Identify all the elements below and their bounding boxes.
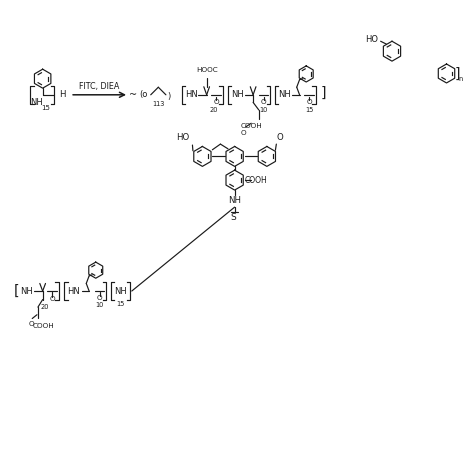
Text: HO: HO	[176, 133, 189, 142]
Text: COOH: COOH	[241, 123, 263, 129]
Text: COOH: COOH	[33, 323, 55, 329]
Text: O: O	[213, 99, 219, 105]
Text: [: [	[13, 284, 19, 298]
Text: 10: 10	[95, 302, 104, 308]
Text: H: H	[59, 91, 66, 99]
Text: 10: 10	[259, 107, 268, 113]
Text: NH: NH	[231, 91, 243, 99]
Text: O: O	[306, 99, 312, 105]
Text: HOOC: HOOC	[196, 67, 218, 73]
Text: O: O	[261, 99, 266, 105]
Text: ]: ]	[320, 86, 326, 100]
Text: 20: 20	[210, 107, 219, 113]
Text: S: S	[231, 213, 237, 222]
Text: HN: HN	[68, 287, 80, 295]
Text: NH: NH	[278, 91, 291, 99]
Text: 15: 15	[305, 107, 313, 113]
Text: ): )	[167, 92, 171, 101]
Text: O: O	[277, 133, 283, 142]
Text: NH: NH	[114, 287, 127, 295]
Text: HN: HN	[185, 91, 198, 99]
Text: O: O	[97, 295, 102, 301]
Text: NH: NH	[228, 197, 241, 205]
Text: 113: 113	[152, 101, 164, 107]
Text: NH: NH	[20, 287, 33, 295]
Text: NH: NH	[30, 98, 43, 107]
Text: 15: 15	[116, 301, 125, 307]
Text: 15: 15	[41, 105, 50, 110]
Text: O: O	[241, 130, 246, 136]
Text: n: n	[459, 76, 463, 82]
Text: ~: ~	[128, 90, 137, 100]
Text: 20: 20	[40, 304, 49, 310]
Text: HO: HO	[365, 36, 378, 44]
Text: O: O	[28, 321, 34, 327]
Text: O: O	[49, 296, 55, 301]
Text: ]: ]	[454, 66, 460, 81]
Text: FITC, DIEA: FITC, DIEA	[79, 82, 120, 91]
Text: COOH: COOH	[245, 176, 268, 184]
Text: (o: (o	[139, 91, 148, 99]
